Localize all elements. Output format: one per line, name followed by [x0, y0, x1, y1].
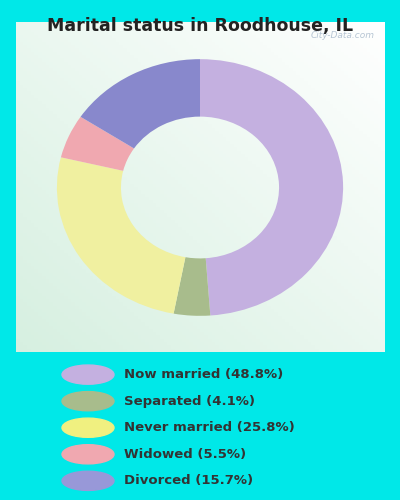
Wedge shape: [80, 59, 200, 148]
Wedge shape: [200, 59, 343, 316]
Text: City-Data.com: City-Data.com: [310, 31, 374, 40]
Circle shape: [62, 444, 114, 464]
Wedge shape: [57, 158, 186, 314]
Circle shape: [62, 418, 114, 438]
Wedge shape: [61, 117, 134, 171]
Circle shape: [62, 471, 114, 490]
Circle shape: [62, 365, 114, 384]
Text: Now married (48.8%): Now married (48.8%): [124, 368, 283, 381]
Text: Never married (25.8%): Never married (25.8%): [124, 421, 295, 434]
Text: Widowed (5.5%): Widowed (5.5%): [124, 448, 246, 461]
Text: Divorced (15.7%): Divorced (15.7%): [124, 474, 253, 488]
Text: Separated (4.1%): Separated (4.1%): [124, 394, 255, 407]
Circle shape: [62, 392, 114, 411]
Text: Marital status in Roodhouse, IL: Marital status in Roodhouse, IL: [47, 18, 353, 36]
Wedge shape: [174, 257, 210, 316]
